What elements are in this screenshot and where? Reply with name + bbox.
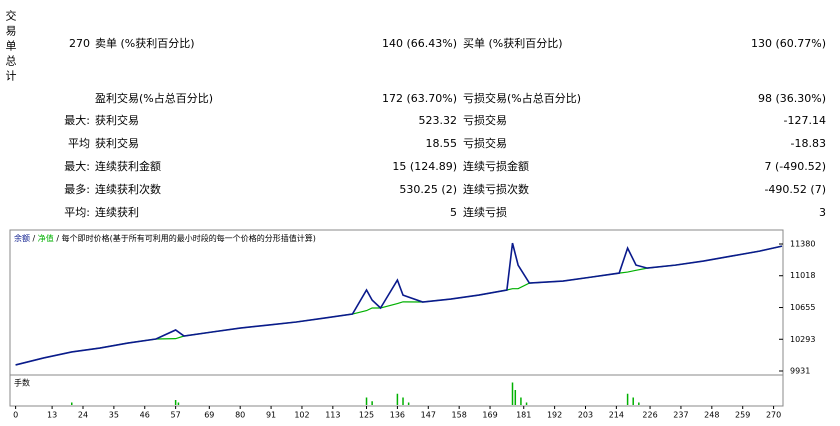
stat-name: 亏损交易(%占总百分比)	[463, 91, 581, 105]
row-label: 平均:	[64, 206, 90, 219]
x-tick-label: 125	[359, 411, 374, 420]
y-tick-label: 9931	[790, 366, 810, 375]
row-label: 270	[69, 37, 90, 50]
x-tick-label: 192	[547, 411, 562, 420]
x-tick-label: 113	[325, 411, 340, 420]
stat-name: 连续亏损	[463, 205, 507, 219]
row-label: 最多:	[64, 182, 90, 196]
stat-name: 连续亏损次数	[463, 182, 529, 196]
stat-name: 获利交易	[95, 136, 139, 150]
stat-value: 172 (63.70%)	[382, 92, 457, 105]
series-line	[15, 242, 783, 366]
stat-value: 15 (124.89)	[392, 160, 457, 173]
legend-separator: /	[33, 234, 36, 243]
x-tick-label: 46	[140, 411, 150, 420]
x-tick-label: 181	[516, 411, 531, 420]
x-tick-label: 13	[47, 411, 57, 420]
stat-name: 连续获利金额	[95, 159, 161, 173]
stat-name: 获利交易	[95, 113, 139, 127]
legend-entry: 净值	[38, 233, 54, 243]
x-tick-label: 80	[235, 411, 245, 420]
y-tick-label: 11380	[790, 240, 815, 249]
x-tick-label: 203	[578, 411, 593, 420]
legend-entry: 余额	[14, 233, 30, 243]
stat-value: 140 (66.43%)	[382, 37, 457, 50]
stat-name: 连续获利	[95, 205, 139, 219]
stat-value: 523.32	[419, 114, 458, 127]
stat-value: -490.52 (7)	[764, 183, 826, 196]
chart-frame	[9, 229, 784, 407]
x-tick-label: 147	[421, 411, 436, 420]
volume-bar	[174, 400, 177, 405]
x-tick-label: 0	[13, 411, 18, 420]
legend: 余额 / 净值 / 每个即时价格(基于所有可利用的最小时段的每一个价格的分形插值…	[14, 233, 316, 243]
x-tick-label: 169	[482, 411, 497, 420]
stat-value: 530.25 (2)	[399, 183, 457, 196]
x-tick-label: 248	[704, 411, 719, 420]
stat-value: -18.83	[791, 137, 826, 150]
volume-bar	[396, 393, 399, 405]
volume-bar	[71, 402, 73, 405]
stat-value: 3	[819, 206, 826, 219]
stat-value: 98 (36.30%)	[758, 92, 826, 105]
legend-separator: /	[56, 234, 59, 243]
x-tick-label: 102	[294, 411, 309, 420]
stat-name: 连续获利次数	[95, 182, 161, 196]
panel-title: 手数	[14, 378, 30, 388]
stat-name: 连续亏损金额	[463, 159, 529, 173]
side-title: 交易单总计	[4, 9, 17, 85]
series-line	[15, 245, 783, 366]
volume-bar	[626, 393, 629, 405]
x-tick-label: 214	[609, 411, 624, 420]
row-label: 最大:	[64, 113, 90, 127]
stat-value: 5	[450, 206, 457, 219]
stat-value: 7 (-490.52)	[764, 160, 826, 173]
x-tick-label: 35	[109, 411, 119, 420]
volume-bar	[511, 382, 514, 405]
y-tick-label: 10655	[790, 303, 815, 312]
x-tick-label: 259	[735, 411, 750, 420]
row-label: 平均	[68, 137, 90, 150]
volume-bar	[365, 397, 368, 405]
volume-bar	[520, 397, 522, 405]
x-tick-label: 270	[766, 411, 781, 420]
volume-bar	[407, 402, 410, 405]
stat-value: 18.55	[426, 137, 458, 150]
y-tick-label: 10293	[790, 335, 815, 344]
y-tick-label: 11018	[790, 271, 815, 280]
legend-subtitle: 每个即时价格(基于所有可利用的最小时段的每一个价格的分形插值计算)	[62, 233, 316, 243]
volume-bar	[514, 390, 517, 405]
x-tick-label: 91	[266, 411, 276, 420]
x-tick-label: 69	[204, 411, 214, 420]
volume-bar	[177, 402, 180, 405]
volume-bar	[632, 397, 634, 405]
row-label: 最大:	[64, 159, 90, 173]
x-tick-label: 158	[452, 411, 467, 420]
x-tick-label: 226	[642, 411, 657, 420]
stat-name: 买单 (%获利百分比)	[463, 37, 563, 50]
volume-bar	[402, 397, 404, 405]
stat-name: 盈利交易(%占总百分比)	[95, 91, 213, 105]
volume-bar	[638, 402, 640, 405]
stat-name: 亏损交易	[463, 113, 507, 127]
x-tick-label: 57	[171, 411, 181, 420]
volume-bar	[525, 402, 528, 405]
stat-name: 亏损交易	[463, 136, 507, 150]
volume-bar	[371, 401, 373, 405]
x-tick-label: 237	[673, 411, 688, 420]
stat-value: -127.14	[784, 114, 826, 127]
stat-name: 卖单 (%获利百分比)	[95, 37, 195, 50]
x-tick-label: 24	[78, 411, 88, 420]
stat-value: 130 (60.77%)	[751, 37, 826, 50]
x-tick-label: 136	[390, 411, 405, 420]
